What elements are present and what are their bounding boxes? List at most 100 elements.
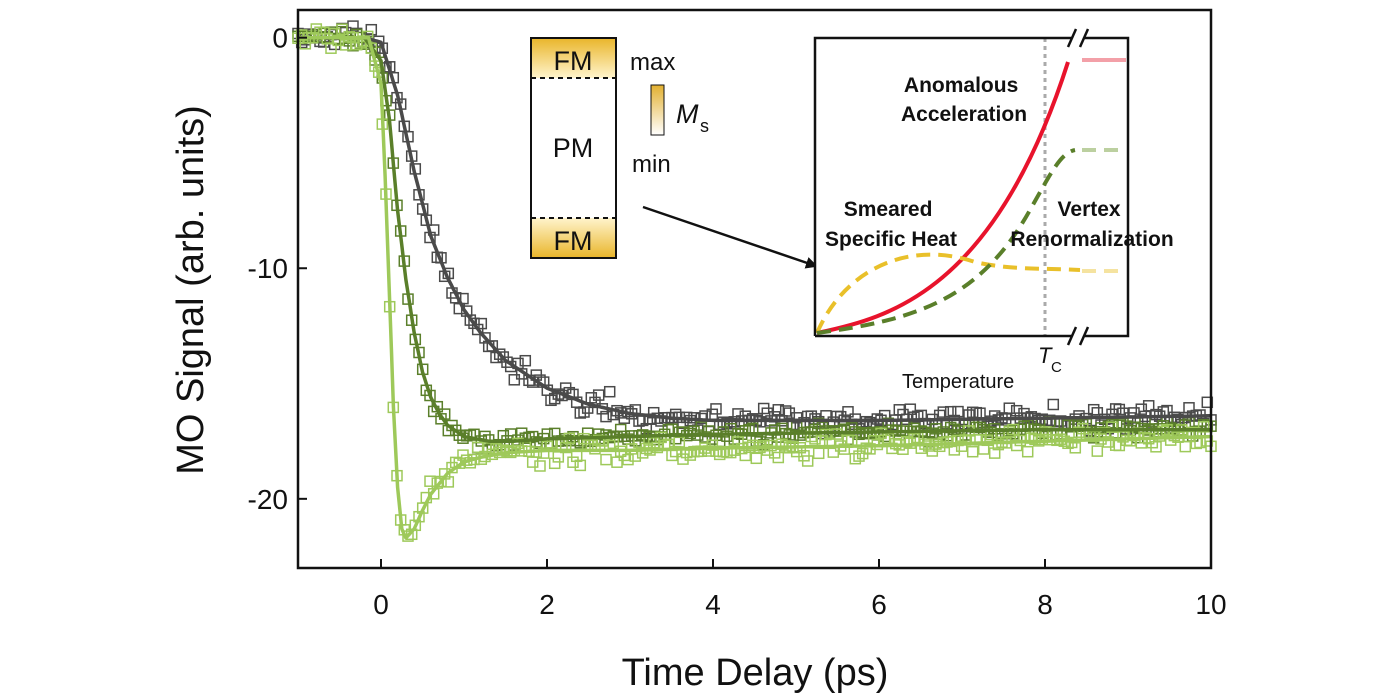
axis-break-mark	[1078, 28, 1090, 48]
data-marker	[772, 451, 785, 464]
annotation-vertex-line: Vertex	[1058, 198, 1121, 221]
x-tick-label: 0	[373, 589, 389, 620]
data-marker	[721, 430, 733, 442]
data-marker	[633, 415, 645, 427]
data-marker	[1091, 445, 1104, 457]
fm-top-label: FM	[554, 46, 593, 76]
annotation-acceleration-line: Acceleration	[901, 103, 1027, 126]
data-marker	[600, 453, 612, 466]
data-marker	[794, 429, 807, 441]
y-axis-label: MO Signal (arb. units)	[170, 105, 212, 475]
data-marker	[611, 456, 623, 468]
data-marker	[904, 403, 917, 415]
data-marker	[534, 460, 546, 472]
axis-break-mark	[1078, 326, 1090, 346]
data-marker	[1150, 441, 1162, 453]
plot-frame	[296, 8, 1213, 570]
specific-heat-curve	[815, 252, 1081, 334]
data-marker	[1069, 442, 1082, 454]
annotation-specific-heat-line: Smeared	[844, 198, 933, 221]
pm-label: PM	[553, 133, 594, 163]
data-marker	[1183, 402, 1195, 414]
data-marker	[776, 438, 788, 450]
data-marker	[739, 425, 752, 437]
data-marker	[339, 39, 352, 51]
data-marker	[365, 23, 378, 36]
data-marker	[1113, 403, 1126, 416]
x-tick-label: 6	[871, 589, 887, 620]
data-marker	[823, 437, 836, 450]
data-marker	[578, 406, 590, 418]
data-marker	[471, 323, 484, 336]
data-marker	[944, 435, 957, 448]
scale-max-label: max	[630, 49, 675, 76]
data-marker	[992, 438, 1005, 451]
data-marker	[801, 455, 814, 467]
data-marker	[974, 434, 986, 446]
data-marker	[1197, 421, 1210, 433]
data-marker	[497, 444, 510, 456]
pm-layer	[531, 78, 616, 218]
annotation-acceleration-line: Anomalous	[904, 74, 1018, 97]
data-marker	[1047, 398, 1060, 411]
fit-curve	[298, 35, 1211, 540]
ms-subscript: s	[700, 116, 709, 136]
ms-symbol: M	[676, 99, 699, 129]
x-tick-label: 2	[539, 589, 555, 620]
pointer-arrow	[642, 205, 818, 269]
data-marker	[325, 42, 337, 54]
data-marker	[1073, 426, 1085, 438]
tc-symbol: T	[1038, 343, 1053, 368]
fit-curve	[298, 35, 1211, 443]
ms-scale-bar	[650, 84, 665, 136]
data-marker	[545, 394, 557, 407]
scale-min-label: min	[632, 151, 671, 178]
fit-layer	[298, 35, 1211, 540]
data-marker	[1003, 402, 1016, 414]
x-tick-label: 4	[705, 589, 721, 620]
annotation-specific-heat: Smeared Specific Heat	[825, 198, 957, 251]
fm-bottom-layer	[531, 218, 616, 258]
annotation-acceleration: Anomalous Acceleration	[901, 74, 1027, 126]
data-marker	[988, 410, 1001, 422]
annotation-vertex-line: Renormalization	[1010, 228, 1173, 251]
data-marker	[761, 407, 774, 419]
fm-top-layer	[531, 38, 616, 78]
inset-plot: Anomalous Acceleration Smeared Specific …	[813, 28, 1174, 393]
x-tick-label: 8	[1037, 589, 1053, 620]
data-marker	[537, 447, 550, 459]
data-marker	[526, 456, 539, 468]
data-marker	[820, 428, 832, 441]
data-marker	[710, 445, 722, 457]
data-marker	[435, 475, 447, 488]
data-marker	[504, 428, 517, 440]
data-marker	[673, 436, 686, 448]
data-marker	[721, 417, 733, 429]
data-marker	[471, 441, 484, 454]
data-marker	[512, 437, 524, 450]
data-marker	[1029, 433, 1041, 446]
tc-subscript: C	[1051, 359, 1062, 376]
data-marker	[710, 403, 722, 415]
schematic-frame	[530, 37, 617, 259]
data-marker	[746, 439, 759, 452]
data-marker	[1040, 426, 1052, 438]
data-marker	[424, 475, 436, 487]
annotation-specific-heat-line: Specific Heat	[825, 228, 957, 251]
data-marker	[350, 38, 363, 51]
data-marker	[970, 406, 983, 419]
data-marker	[464, 314, 477, 326]
data-marker	[713, 448, 726, 461]
data-marker	[442, 476, 455, 488]
data-marker	[882, 417, 895, 430]
data-marker	[666, 449, 678, 462]
data-marker	[1102, 436, 1115, 448]
data-marker	[728, 444, 741, 456]
inset-background	[815, 38, 1128, 336]
data-marker	[468, 317, 480, 330]
data-marker	[1117, 431, 1129, 443]
data-marker	[853, 450, 865, 462]
acceleration-curve	[816, 61, 1070, 335]
data-marker	[908, 411, 920, 423]
